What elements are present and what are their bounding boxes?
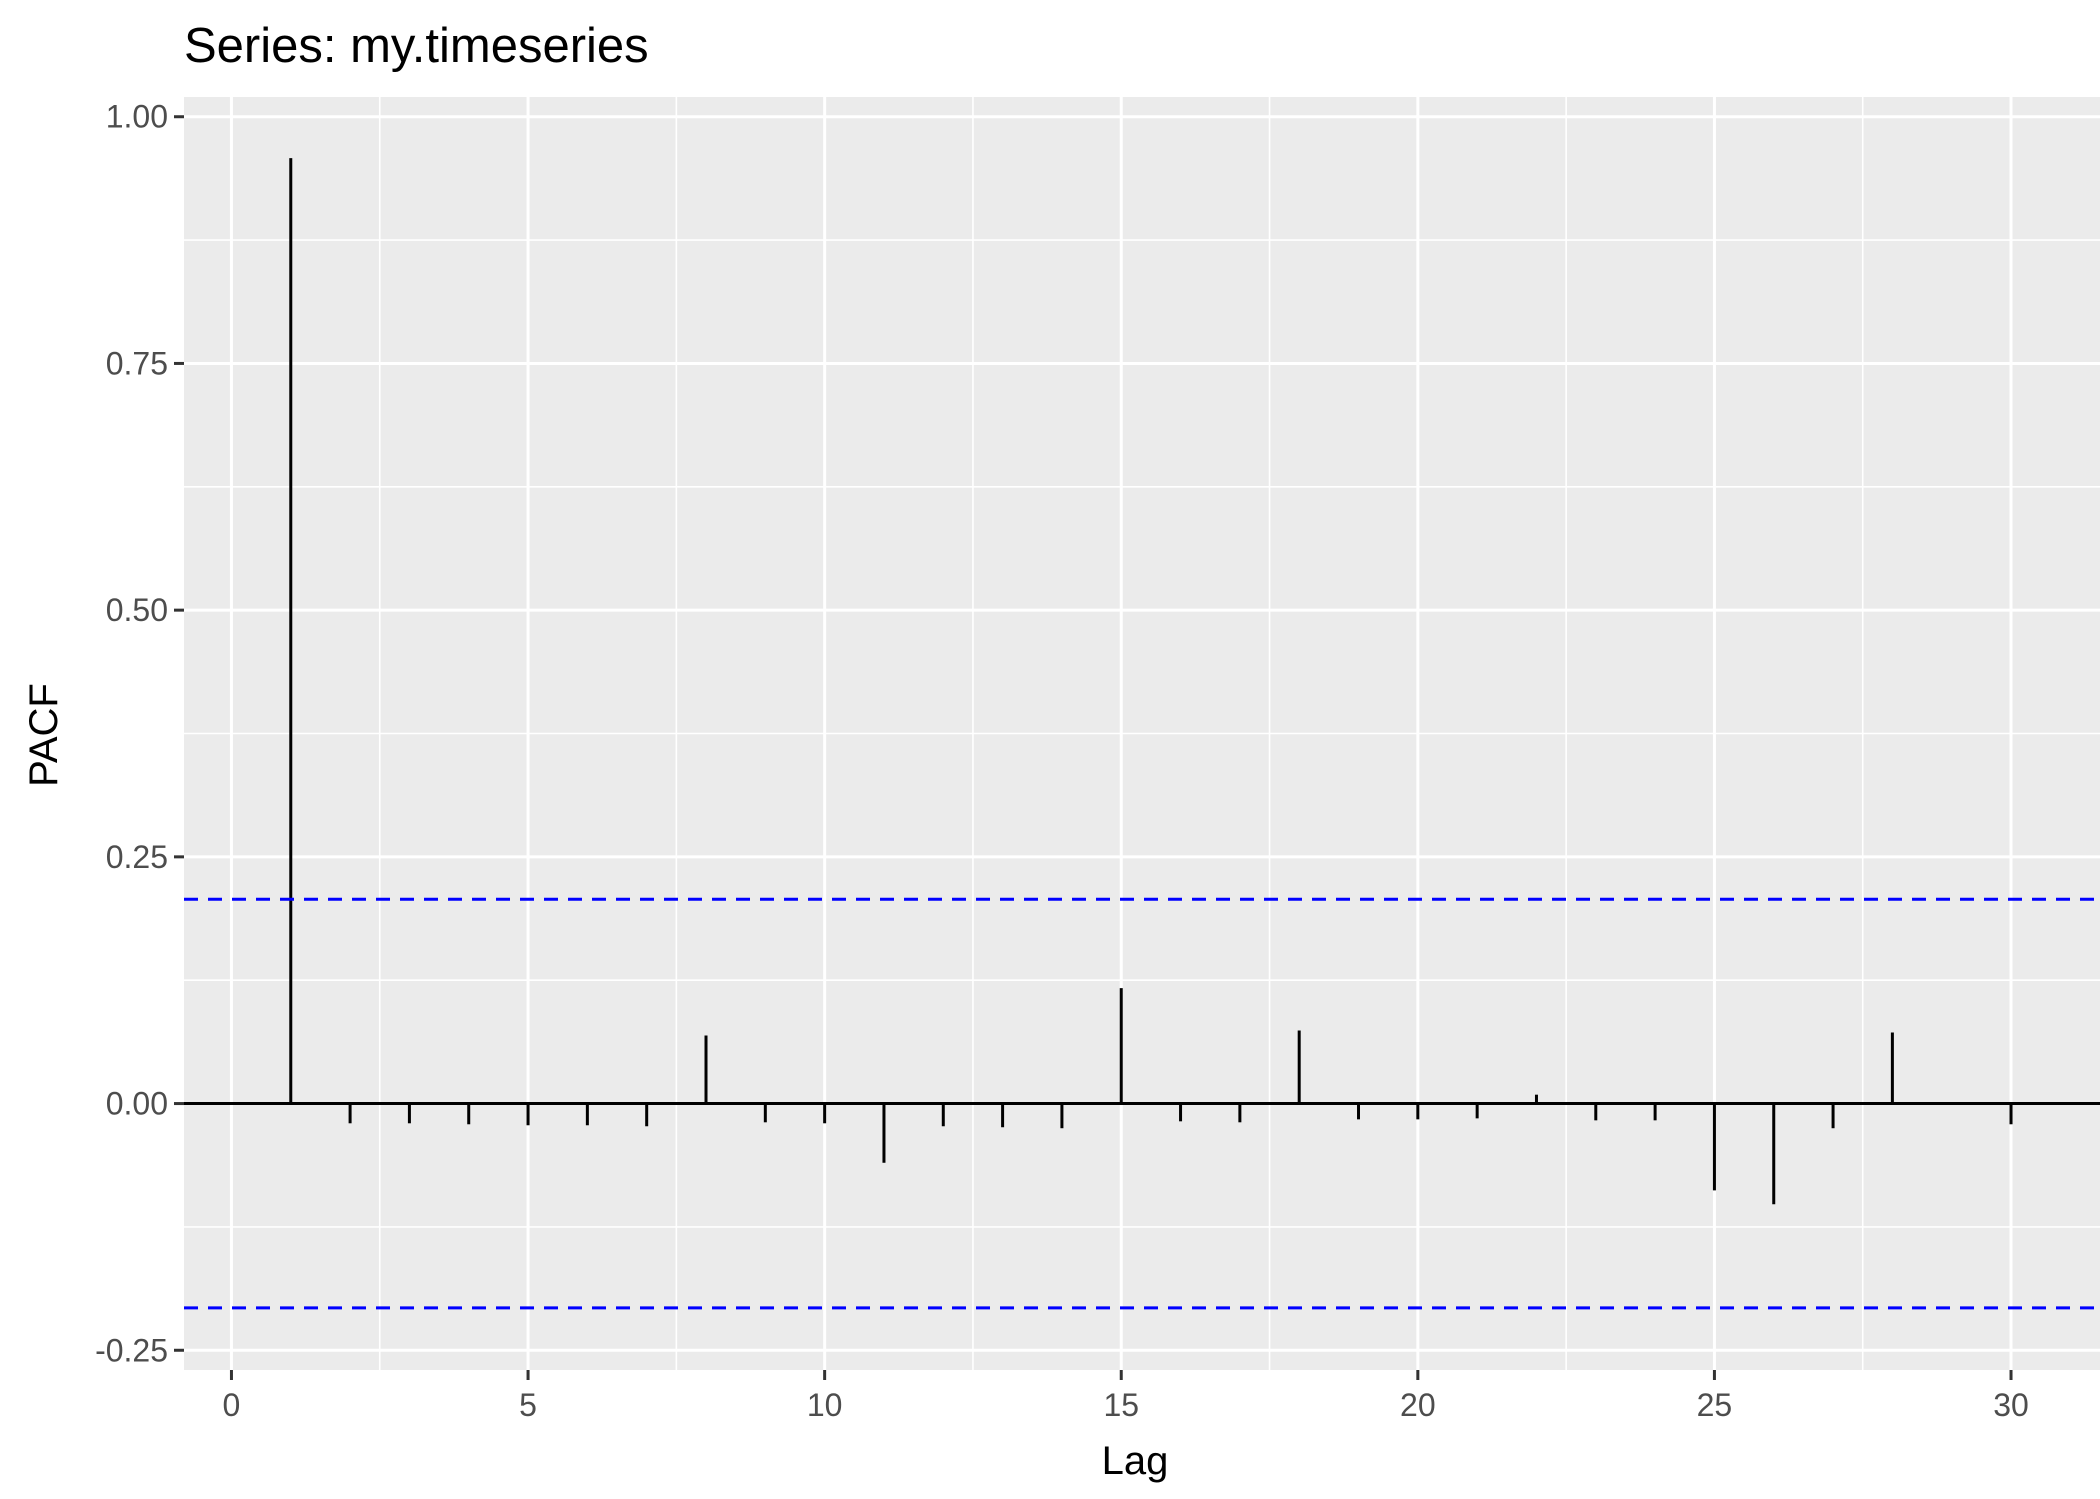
x-tick-label: 5 [519, 1387, 537, 1423]
y-axis: -0.25 0.00 0.25 0.50 0.75 1.00 [95, 99, 184, 1368]
x-tick-label: 20 [1400, 1387, 1436, 1423]
x-axis: 0 5 10 15 20 25 30 [223, 1370, 2029, 1423]
x-tick-label: 0 [223, 1387, 241, 1423]
y-tick-label: -0.25 [95, 1332, 168, 1368]
x-tick-label: 30 [1993, 1387, 2029, 1423]
y-tick-label: 1.00 [106, 99, 168, 135]
y-axis-title: PACF [22, 683, 66, 787]
x-tick-label: 25 [1697, 1387, 1733, 1423]
y-tick-label: 0.00 [106, 1086, 168, 1122]
pacf-bars [289, 158, 2013, 1205]
confidence-bounds [184, 897, 2100, 1310]
minor-gridlines [184, 97, 2100, 1370]
x-tick-label: 15 [1103, 1387, 1139, 1423]
y-tick-label: 0.25 [106, 839, 168, 875]
y-tick-label: 0.50 [106, 592, 168, 628]
x-tick-label: 10 [807, 1387, 843, 1423]
y-tick-label: 0.75 [106, 345, 168, 381]
chart-title: Series: my.timeseries [184, 19, 649, 73]
x-axis-title: Lag [1102, 1439, 1169, 1483]
